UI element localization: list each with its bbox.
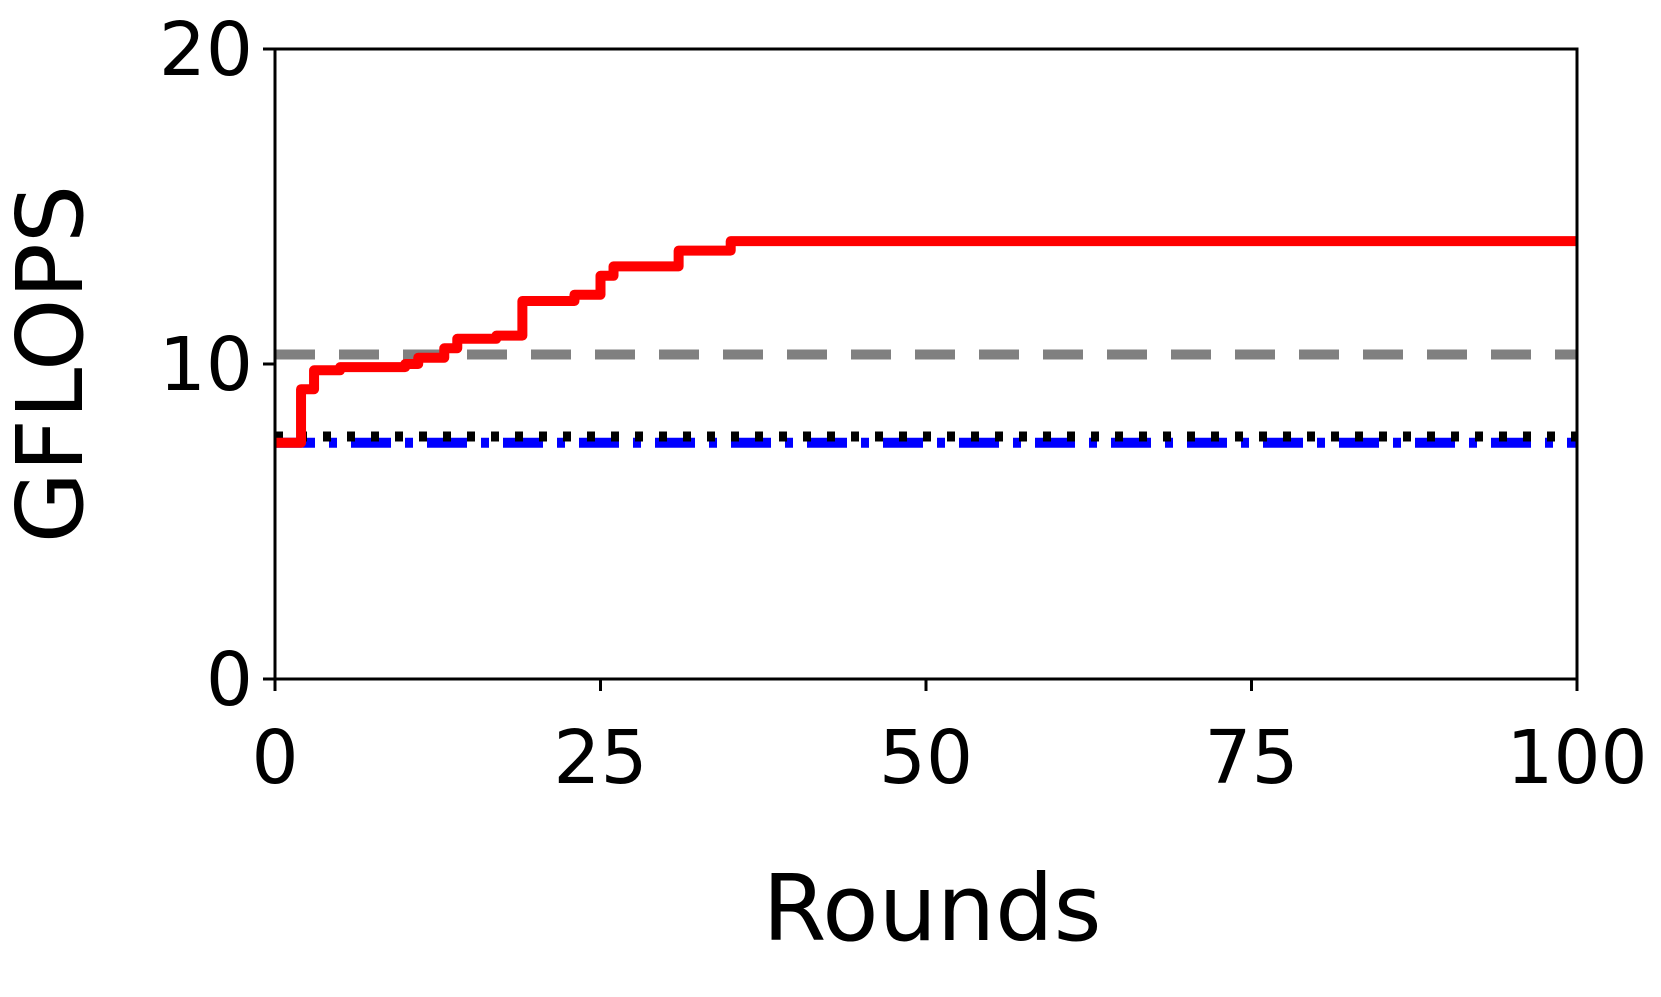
y-tick-label: 10 [159,322,253,408]
plot-frame [273,47,1579,681]
y-tick-label: 0 [206,637,253,723]
x-tick-label: 50 [879,715,973,801]
y-axis-label: GFLOPS [0,185,104,543]
x-tick-label: 100 [1506,715,1647,801]
x-axis-label: Rounds [762,855,1101,962]
x-tick-label: 25 [553,715,647,801]
y-tick-label: 20 [159,7,253,93]
x-tick-label: 75 [1204,715,1298,801]
x-tick-label: 0 [251,715,298,801]
series-line [275,236,1577,448]
